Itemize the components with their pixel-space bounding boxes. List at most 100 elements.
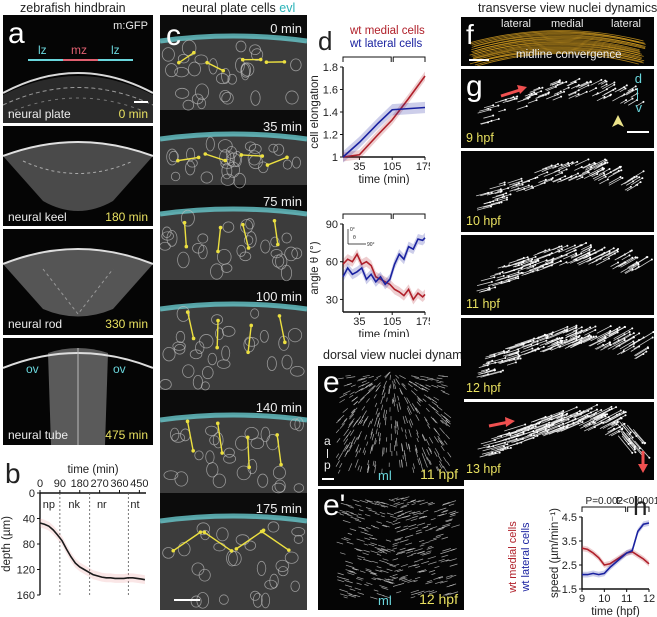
nucleus-dot bbox=[632, 332, 635, 335]
tissue-image-tracks-12hpf bbox=[476, 324, 654, 378]
cell-outline bbox=[205, 450, 215, 464]
nucleus-track bbox=[618, 256, 636, 268]
nucleus-dot bbox=[522, 256, 525, 259]
nucleus-dot bbox=[543, 181, 546, 184]
nucleus-track bbox=[479, 369, 496, 375]
nucleus-track bbox=[492, 199, 508, 205]
nucleus-dot bbox=[535, 99, 538, 102]
elongation-arrow bbox=[247, 325, 252, 353]
nucleus-track bbox=[401, 459, 403, 467]
stage-time: 475 min bbox=[105, 428, 148, 442]
nucleus-track bbox=[489, 273, 501, 277]
nucleus-dot bbox=[596, 172, 599, 175]
nucleus-dot bbox=[607, 257, 610, 260]
nucleus-track bbox=[403, 525, 408, 528]
nucleus-track bbox=[484, 188, 501, 195]
cell-outline bbox=[177, 541, 191, 557]
nucleus-track bbox=[349, 391, 355, 395]
cell-outline bbox=[217, 359, 231, 369]
cell-outline bbox=[233, 172, 246, 189]
nucleus-track bbox=[422, 526, 428, 529]
nucleus-dot bbox=[502, 274, 505, 277]
nucleus-track bbox=[426, 378, 433, 381]
nucleus-track bbox=[352, 568, 358, 571]
nucleus-track bbox=[417, 399, 421, 403]
nucleus-track bbox=[412, 467, 415, 473]
nucleus-dot bbox=[636, 256, 639, 259]
arrow-head bbox=[215, 421, 220, 426]
nucleus-track bbox=[382, 409, 385, 418]
nucleus-track bbox=[339, 509, 347, 513]
nucleus-dot bbox=[588, 163, 591, 166]
nucleus-dot bbox=[497, 118, 500, 121]
nucleus-track bbox=[611, 431, 620, 437]
nucleus-track bbox=[343, 512, 350, 515]
cell-outline bbox=[166, 148, 178, 166]
nucleus-dot bbox=[500, 435, 503, 438]
nucleus-track bbox=[436, 377, 443, 380]
cell-outline bbox=[188, 61, 201, 77]
nucleus-dot bbox=[602, 168, 605, 171]
nucleus-track bbox=[625, 269, 633, 275]
nucleus-track bbox=[600, 81, 607, 85]
cell-outline bbox=[216, 527, 229, 542]
nucleus-dot bbox=[567, 418, 570, 421]
nucleus-track bbox=[428, 591, 438, 595]
nucleus-track bbox=[543, 427, 564, 437]
nucleus-dot bbox=[513, 358, 516, 361]
track-line bbox=[471, 32, 645, 46]
nucleus-track bbox=[495, 192, 507, 197]
nucleus-dot bbox=[565, 253, 568, 256]
cell-outline bbox=[227, 73, 237, 85]
nucleus-dot bbox=[551, 423, 554, 426]
nucleus-track bbox=[505, 348, 519, 354]
nucleus-track bbox=[612, 340, 619, 344]
nucleus-track bbox=[451, 524, 460, 528]
nucleus-track bbox=[572, 336, 592, 347]
nucleus-track bbox=[357, 431, 362, 440]
nucleus-dot bbox=[507, 349, 510, 352]
nucleus-track bbox=[438, 558, 445, 562]
nucleus-track bbox=[339, 393, 348, 399]
nucleus-track bbox=[596, 406, 617, 418]
nucleus-track bbox=[417, 570, 423, 573]
nucleus-dot bbox=[505, 198, 508, 201]
nucleus-dot bbox=[613, 83, 616, 86]
panel-g-11hpf: 11 hpf bbox=[461, 235, 654, 315]
nucleus-dot bbox=[564, 175, 567, 178]
nucleus-track bbox=[630, 170, 644, 180]
nucleus-dot bbox=[624, 414, 627, 417]
panel-letter-b: b bbox=[5, 458, 21, 489]
nucleus-track bbox=[610, 262, 619, 267]
arrow-head bbox=[221, 68, 226, 73]
nucleus-track bbox=[374, 461, 376, 468]
nucleus-track bbox=[347, 572, 355, 576]
nucleus-dot bbox=[601, 166, 604, 169]
nucleus-track bbox=[413, 388, 418, 392]
nucleus-track bbox=[554, 172, 563, 177]
panel-letter-e-prime: e' bbox=[323, 489, 346, 522]
nucleus-dot bbox=[559, 260, 562, 263]
nucleus-track bbox=[483, 199, 498, 205]
x-tick-label: 175 bbox=[416, 161, 430, 173]
nucleus-track bbox=[577, 254, 591, 262]
cell-outline bbox=[199, 334, 214, 349]
nucleus-dot bbox=[517, 271, 520, 274]
nucleus-track bbox=[499, 447, 508, 451]
nucleus-dot bbox=[536, 430, 539, 433]
nucleus-track bbox=[479, 108, 489, 112]
nucleus-track bbox=[523, 343, 538, 350]
cell-outline bbox=[200, 171, 214, 184]
nucleus-dot bbox=[646, 346, 649, 349]
marker-label: m:GFP bbox=[113, 20, 148, 32]
nucleus-track bbox=[364, 390, 371, 397]
nucleus-track bbox=[362, 447, 366, 454]
nucleus-track bbox=[352, 499, 360, 503]
nucleus-dot bbox=[616, 327, 619, 330]
nucleus-track bbox=[348, 593, 357, 597]
nucleus-dot bbox=[485, 369, 488, 372]
nucleus-track bbox=[422, 552, 431, 556]
y-axis-label: speed (µm/min⁻¹) bbox=[549, 508, 561, 598]
nucleus-track bbox=[401, 503, 410, 507]
nucleus-track bbox=[435, 533, 444, 537]
